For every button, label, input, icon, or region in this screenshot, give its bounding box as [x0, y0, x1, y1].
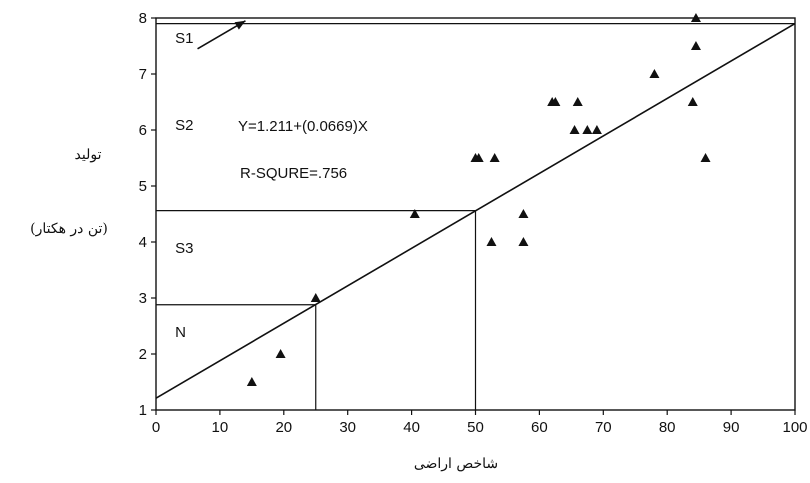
y-tick-label: 7 — [139, 66, 147, 83]
data-point — [569, 125, 580, 134]
data-point — [518, 237, 529, 246]
x-tick-label: 90 — [723, 419, 740, 436]
class-label-s3: S3 — [175, 240, 193, 257]
data-point — [275, 349, 286, 358]
y-axis-title-line1: تولید — [75, 147, 102, 163]
y-tick-label: 8 — [139, 10, 147, 27]
data-point — [489, 153, 500, 162]
class-labels: S1 S2 S3 N — [175, 30, 193, 341]
x-tick-label: 20 — [275, 419, 292, 436]
y-axis-title-line2: (تن در هکتار) — [30, 221, 108, 237]
x-tick-label: 40 — [403, 419, 420, 436]
regression-line-segment — [155, 22, 796, 399]
x-axis-title: شاخص اراضی — [414, 456, 498, 472]
data-point — [518, 209, 529, 218]
x-tick-label: 100 — [782, 419, 807, 436]
data-point — [700, 153, 711, 162]
data-point — [582, 125, 593, 134]
y-axis-ticks: 1 2 3 4 5 6 7 8 — [139, 10, 156, 419]
y-tick-label: 4 — [139, 234, 147, 251]
x-tick-label: 50 — [467, 419, 484, 436]
data-points — [246, 13, 711, 386]
data-point — [687, 97, 698, 106]
r-squared-label: R-SQURE=.756 — [240, 165, 347, 182]
x-tick-label: 60 — [531, 419, 548, 436]
x-tick-label: 80 — [659, 419, 676, 436]
data-point — [550, 97, 561, 106]
class-label-n: N — [175, 324, 186, 341]
regression-line — [155, 22, 796, 399]
data-point — [470, 153, 481, 162]
class-boundary-lines — [156, 23, 795, 410]
x-tick-label: 0 — [152, 419, 160, 436]
data-point — [409, 209, 420, 218]
x-axis-ticks: 0 10 20 30 40 50 60 70 80 90 100 — [152, 410, 808, 436]
data-point — [572, 97, 583, 106]
y-tick-label: 1 — [139, 402, 147, 419]
class-label-s2: S2 — [175, 117, 193, 134]
class-label-s1: S1 — [175, 30, 193, 47]
x-tick-label: 70 — [595, 419, 612, 436]
y-tick-label: 5 — [139, 178, 147, 195]
data-point — [591, 125, 602, 134]
s1-arrow — [197, 20, 246, 50]
x-tick-label: 10 — [212, 419, 229, 436]
regression-equation: Y=1.211+(0.0669)X — [238, 118, 368, 135]
y-tick-label: 6 — [139, 122, 147, 139]
y-tick-label: 3 — [139, 290, 147, 307]
data-point — [690, 13, 701, 22]
data-point — [246, 377, 257, 386]
x-tick-label: 30 — [339, 419, 356, 436]
data-point — [310, 293, 321, 302]
y-tick-label: 2 — [139, 346, 147, 363]
data-point — [486, 237, 497, 246]
data-point — [649, 69, 660, 78]
arrow-head — [234, 20, 246, 30]
data-point — [690, 41, 701, 50]
